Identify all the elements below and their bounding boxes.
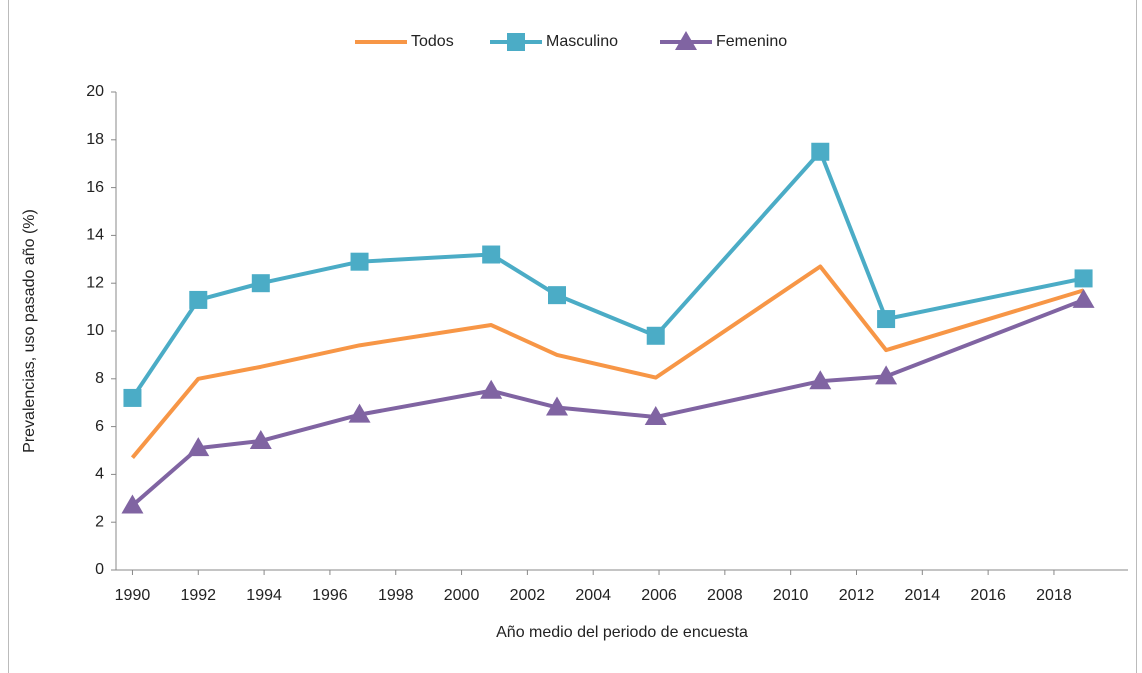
data-point — [123, 388, 142, 407]
data-point — [644, 406, 667, 426]
y-tick-label: 10 — [86, 322, 104, 339]
x-tick-label: 2004 — [575, 587, 611, 604]
data-point — [546, 396, 569, 416]
legend-label: Femenino — [716, 33, 787, 50]
data-point — [251, 274, 270, 293]
data-point — [811, 142, 830, 161]
data-point — [350, 252, 369, 271]
x-axis-label: Año medio del periodo de encuesta — [496, 624, 748, 641]
data-point — [187, 437, 210, 457]
y-tick-label: 14 — [86, 227, 104, 244]
x-tick-label: 1994 — [246, 587, 282, 604]
x-tick-label: 1990 — [115, 587, 151, 604]
data-point — [249, 429, 272, 449]
x-tick-label: 2008 — [707, 587, 743, 604]
y-tick-label: 4 — [95, 466, 104, 483]
data-point — [482, 245, 501, 264]
series-line — [130, 264, 1085, 459]
y-tick-label: 12 — [86, 274, 104, 291]
legend-label: Masculino — [546, 33, 618, 50]
legend-label: Todos — [411, 33, 454, 50]
y-tick-label: 0 — [95, 561, 104, 578]
x-tick-label: 1996 — [312, 587, 348, 604]
data-point — [548, 286, 567, 305]
data-point — [348, 403, 371, 423]
x-tick-label: 2000 — [444, 587, 480, 604]
y-tick-label: 16 — [86, 179, 104, 196]
x-tick-label: 2002 — [510, 587, 546, 604]
x-tick-label: 1998 — [378, 587, 414, 604]
data-point — [875, 365, 898, 385]
x-tick-label: 2014 — [905, 587, 941, 604]
data-point — [189, 290, 208, 309]
data-point — [1072, 288, 1095, 308]
x-tick-label: 2010 — [773, 587, 809, 604]
x-tick-label: 1992 — [180, 587, 216, 604]
series-line — [130, 149, 1084, 400]
y-tick-label: 2 — [95, 513, 104, 530]
x-tick-label: 2016 — [970, 587, 1006, 604]
data-point — [809, 370, 832, 390]
y-tick-label: 18 — [86, 131, 104, 148]
data-point — [877, 310, 896, 329]
x-tick-label: 2012 — [839, 587, 875, 604]
chart-frame — [8, 0, 1137, 673]
y-tick-label: 8 — [95, 370, 104, 387]
y-axis-label: Prevalencias, uso pasado año (%) — [21, 209, 38, 453]
y-tick-label: 6 — [95, 418, 104, 435]
data-point — [646, 326, 665, 345]
legend-marker — [675, 31, 697, 50]
data-point — [480, 379, 503, 399]
data-point — [1074, 269, 1093, 288]
data-point — [121, 494, 144, 514]
series-line — [131, 298, 1085, 507]
legend-marker — [507, 33, 525, 51]
x-tick-label: 2018 — [1036, 587, 1072, 604]
y-tick-label: 20 — [86, 83, 104, 100]
x-tick-label: 2006 — [641, 587, 677, 604]
